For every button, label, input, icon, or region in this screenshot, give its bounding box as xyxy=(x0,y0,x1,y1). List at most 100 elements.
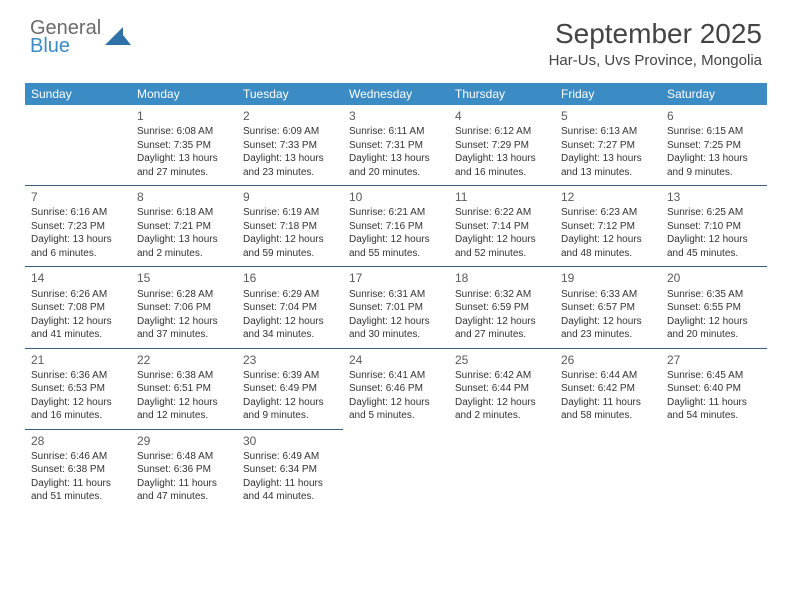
day-detail: Sunset: 7:33 PM xyxy=(243,139,337,153)
day-cell xyxy=(343,429,449,510)
day-cell: 9Sunrise: 6:19 AMSunset: 7:18 PMDaylight… xyxy=(237,186,343,267)
day-detail: Daylight: 13 hours xyxy=(455,152,549,166)
day-detail: and 23 minutes. xyxy=(243,166,337,180)
brand-logo: General Blue xyxy=(30,18,131,56)
day-detail: Sunrise: 6:35 AM xyxy=(667,288,761,302)
day-detail: Daylight: 12 hours xyxy=(455,315,549,329)
day-detail: and 16 minutes. xyxy=(455,166,549,180)
day-detail: and 30 minutes. xyxy=(349,328,443,342)
day-number: 20 xyxy=(667,270,761,286)
day-detail: Sunrise: 6:11 AM xyxy=(349,125,443,139)
day-detail: Sunset: 7:06 PM xyxy=(137,301,231,315)
day-number: 30 xyxy=(243,433,337,449)
day-detail: Daylight: 12 hours xyxy=(31,315,125,329)
day-cell: 6Sunrise: 6:15 AMSunset: 7:25 PMDaylight… xyxy=(661,105,767,186)
day-detail: Sunrise: 6:28 AM xyxy=(137,288,231,302)
day-number: 19 xyxy=(561,270,655,286)
day-detail: and 45 minutes. xyxy=(667,247,761,261)
day-detail: Sunrise: 6:22 AM xyxy=(455,206,549,220)
day-cell: 8Sunrise: 6:18 AMSunset: 7:21 PMDaylight… xyxy=(131,186,237,267)
day-number: 1 xyxy=(137,108,231,124)
day-detail: and 58 minutes. xyxy=(561,409,655,423)
day-detail: Sunrise: 6:25 AM xyxy=(667,206,761,220)
day-detail: Sunrise: 6:36 AM xyxy=(31,369,125,383)
day-cell: 18Sunrise: 6:32 AMSunset: 6:59 PMDayligh… xyxy=(449,267,555,348)
day-cell: 11Sunrise: 6:22 AMSunset: 7:14 PMDayligh… xyxy=(449,186,555,267)
day-detail: Sunrise: 6:44 AM xyxy=(561,369,655,383)
day-detail: Daylight: 13 hours xyxy=(561,152,655,166)
day-number: 8 xyxy=(137,189,231,205)
day-detail: Daylight: 13 hours xyxy=(349,152,443,166)
day-number: 6 xyxy=(667,108,761,124)
day-detail: Sunset: 7:23 PM xyxy=(31,220,125,234)
day-detail: and 27 minutes. xyxy=(137,166,231,180)
day-detail: Sunset: 6:46 PM xyxy=(349,382,443,396)
day-number: 10 xyxy=(349,189,443,205)
day-detail: Sunrise: 6:48 AM xyxy=(137,450,231,464)
day-detail: and 48 minutes. xyxy=(561,247,655,261)
day-number: 7 xyxy=(31,189,125,205)
day-cell: 17Sunrise: 6:31 AMSunset: 7:01 PMDayligh… xyxy=(343,267,449,348)
dow-thursday: Thursday xyxy=(449,83,555,105)
logo-text-blue: Blue xyxy=(30,36,101,56)
dow-sunday: Sunday xyxy=(25,83,131,105)
day-detail: Sunset: 7:01 PM xyxy=(349,301,443,315)
day-detail: Daylight: 12 hours xyxy=(243,396,337,410)
day-detail: Sunrise: 6:13 AM xyxy=(561,125,655,139)
day-cell: 24Sunrise: 6:41 AMSunset: 6:46 PMDayligh… xyxy=(343,348,449,429)
day-cell: 4Sunrise: 6:12 AMSunset: 7:29 PMDaylight… xyxy=(449,105,555,186)
day-detail: Daylight: 13 hours xyxy=(31,233,125,247)
day-detail: Sunrise: 6:49 AM xyxy=(243,450,337,464)
day-detail: and 12 minutes. xyxy=(137,409,231,423)
day-detail: Sunset: 6:36 PM xyxy=(137,463,231,477)
day-detail: and 5 minutes. xyxy=(349,409,443,423)
day-detail: Sunrise: 6:26 AM xyxy=(31,288,125,302)
day-detail: Daylight: 13 hours xyxy=(667,152,761,166)
day-cell: 29Sunrise: 6:48 AMSunset: 6:36 PMDayligh… xyxy=(131,429,237,510)
day-number: 28 xyxy=(31,433,125,449)
logo-sail-icon xyxy=(105,25,131,52)
day-cell: 26Sunrise: 6:44 AMSunset: 6:42 PMDayligh… xyxy=(555,348,661,429)
day-detail: and 16 minutes. xyxy=(31,409,125,423)
day-detail: Sunset: 6:59 PM xyxy=(455,301,549,315)
day-cell: 27Sunrise: 6:45 AMSunset: 6:40 PMDayligh… xyxy=(661,348,767,429)
day-detail: Sunrise: 6:32 AM xyxy=(455,288,549,302)
day-detail: Sunset: 7:04 PM xyxy=(243,301,337,315)
day-cell xyxy=(555,429,661,510)
day-detail: and 37 minutes. xyxy=(137,328,231,342)
day-cell: 15Sunrise: 6:28 AMSunset: 7:06 PMDayligh… xyxy=(131,267,237,348)
day-detail: Daylight: 12 hours xyxy=(349,396,443,410)
day-cell: 3Sunrise: 6:11 AMSunset: 7:31 PMDaylight… xyxy=(343,105,449,186)
day-detail: Daylight: 11 hours xyxy=(243,477,337,491)
day-cell: 7Sunrise: 6:16 AMSunset: 7:23 PMDaylight… xyxy=(25,186,131,267)
day-detail: and 23 minutes. xyxy=(561,328,655,342)
day-detail: Daylight: 12 hours xyxy=(137,396,231,410)
day-detail: Sunset: 6:49 PM xyxy=(243,382,337,396)
day-detail: Sunset: 7:31 PM xyxy=(349,139,443,153)
day-detail: Daylight: 11 hours xyxy=(667,396,761,410)
day-cell: 23Sunrise: 6:39 AMSunset: 6:49 PMDayligh… xyxy=(237,348,343,429)
day-detail: Daylight: 13 hours xyxy=(137,152,231,166)
day-detail: Daylight: 11 hours xyxy=(561,396,655,410)
dow-tuesday: Tuesday xyxy=(237,83,343,105)
day-detail: and 59 minutes. xyxy=(243,247,337,261)
day-detail: and 34 minutes. xyxy=(243,328,337,342)
day-cell: 30Sunrise: 6:49 AMSunset: 6:34 PMDayligh… xyxy=(237,429,343,510)
day-detail: and 6 minutes. xyxy=(31,247,125,261)
day-detail: Sunrise: 6:46 AM xyxy=(31,450,125,464)
day-detail: Sunrise: 6:19 AM xyxy=(243,206,337,220)
day-detail: Sunset: 6:55 PM xyxy=(667,301,761,315)
day-number: 25 xyxy=(455,352,549,368)
day-detail: Sunrise: 6:33 AM xyxy=(561,288,655,302)
day-detail: Sunrise: 6:29 AM xyxy=(243,288,337,302)
day-number: 13 xyxy=(667,189,761,205)
day-cell: 28Sunrise: 6:46 AMSunset: 6:38 PMDayligh… xyxy=(25,429,131,510)
week-row: 21Sunrise: 6:36 AMSunset: 6:53 PMDayligh… xyxy=(25,348,767,429)
day-detail: Daylight: 12 hours xyxy=(349,315,443,329)
day-detail: Sunset: 7:25 PM xyxy=(667,139,761,153)
day-cell xyxy=(25,105,131,186)
day-detail: Sunset: 6:51 PM xyxy=(137,382,231,396)
dow-header-row: SundayMondayTuesdayWednesdayThursdayFrid… xyxy=(25,83,767,105)
day-number: 4 xyxy=(455,108,549,124)
dow-wednesday: Wednesday xyxy=(343,83,449,105)
